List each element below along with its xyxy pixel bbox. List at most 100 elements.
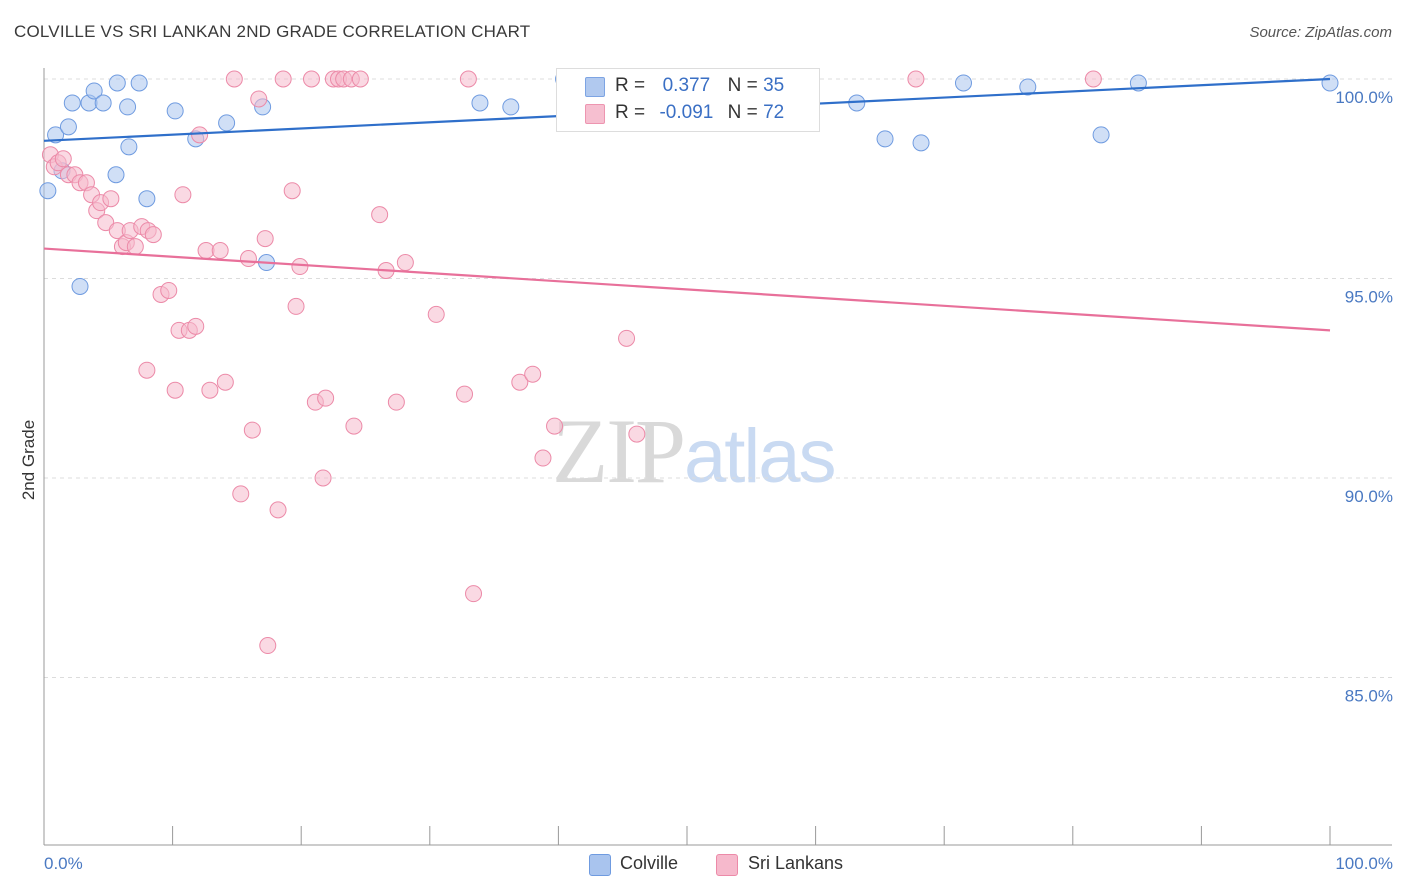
point-sri-lankans (54, 150, 72, 168)
point-sri-lankans (628, 425, 646, 443)
point-sri-lankans (387, 393, 405, 411)
point-colville (130, 74, 148, 92)
legend-label-sri-lankans: Sri Lankans (748, 853, 844, 873)
point-sri-lankans (138, 361, 156, 379)
point-colville (47, 126, 65, 144)
point-sri-lankans (317, 389, 335, 407)
point-sri-lankans (534, 449, 552, 467)
point-sri-lankans (191, 126, 209, 144)
point-sri-lankans (211, 242, 229, 260)
legend-swatch-colville (589, 854, 611, 876)
series-legend: Colville Sri Lankans (0, 852, 1406, 876)
legend-swatch-sri-lankans (716, 854, 738, 876)
point-sri-lankans (345, 417, 363, 435)
point-colville (166, 102, 184, 120)
point-sri-lankans (291, 258, 309, 276)
y-tick-label: 100.0% (1335, 88, 1393, 107)
point-sri-lankans (187, 317, 205, 335)
y-tick-label: 90.0% (1345, 487, 1393, 506)
point-sri-lankans (256, 230, 274, 248)
legend-r-value-colville: 0.377 (662, 75, 711, 96)
point-colville (94, 94, 112, 112)
point-colville (1092, 126, 1110, 144)
tick-labels: 100.0% 95.0% 90.0% 85.0% 0.0% 100.0% (44, 88, 1393, 873)
point-colville (39, 182, 57, 200)
legend-row-colville: R = 0.377 N = 35 (615, 75, 784, 97)
point-sri-lankans (166, 381, 184, 399)
axes (43, 68, 1392, 846)
point-sri-lankans (144, 226, 162, 244)
y-tick-label: 95.0% (1345, 287, 1393, 306)
point-sri-lankans (201, 381, 219, 399)
point-colville (85, 82, 103, 100)
point-sri-lankans (160, 281, 178, 299)
x-tick-label: 100.0% (1335, 854, 1393, 873)
point-colville (138, 190, 156, 208)
point-sri-lankans (287, 297, 305, 315)
point-colville (954, 74, 972, 92)
legend-swatch-sri-lankans (585, 104, 605, 124)
point-sri-lankans (371, 206, 389, 224)
point-colville (63, 94, 81, 112)
point-sri-lankans (269, 501, 287, 519)
point-colville (119, 98, 137, 116)
point-colville (502, 98, 520, 116)
source-label: Source: ZipAtlas.com (1249, 24, 1392, 41)
point-sri-lankans (546, 417, 564, 435)
point-sri-lankans (259, 637, 277, 655)
point-colville (107, 166, 125, 184)
point-sri-lankans (396, 254, 414, 272)
y-axis-label: 2nd Grade (19, 420, 38, 500)
point-sri-lankans (197, 242, 215, 260)
point-sri-lankans (174, 186, 192, 204)
point-sri-lankans (511, 373, 529, 391)
point-sri-lankans (225, 70, 243, 88)
legend-n-label: N = (727, 75, 758, 96)
point-sri-lankans (239, 250, 257, 268)
point-sri-lankans (283, 182, 301, 200)
correlation-legend: R = 0.377 N = 35 R = -0.091 N = 72 (556, 68, 820, 132)
point-sri-lankans (97, 214, 115, 232)
point-sri-lankans (102, 190, 120, 208)
gridlines (44, 78, 1392, 678)
legend-r-label: R = (615, 75, 646, 96)
point-sri-lankans (427, 305, 445, 323)
series-sri-lankans (41, 70, 1102, 655)
legend-r-label: R = (615, 102, 646, 123)
trend-line-sri-lankans (43, 247, 1331, 332)
legend-r-value-sri-lankans: -0.091 (659, 102, 714, 123)
point-sri-lankans (459, 70, 477, 88)
point-colville (120, 138, 138, 156)
point-colville (1019, 78, 1037, 96)
watermark-atlas: atlas (684, 414, 837, 499)
point-sri-lankans (302, 70, 320, 88)
point-colville (912, 134, 930, 152)
point-sri-lankans (351, 70, 369, 88)
point-sri-lankans (907, 70, 925, 88)
point-colville (218, 114, 236, 132)
point-sri-lankans (216, 373, 234, 391)
legend-n-value-colville: 35 (763, 75, 785, 96)
point-sri-lankans (314, 469, 332, 487)
point-sri-lankans (126, 238, 144, 256)
legend-swatch-colville (585, 77, 605, 97)
x-tick-label: 0.0% (44, 854, 83, 873)
point-colville (108, 74, 126, 92)
point-colville (471, 94, 489, 112)
point-sri-lankans (618, 329, 636, 347)
point-sri-lankans (1084, 70, 1102, 88)
point-colville (71, 277, 89, 295)
point-sri-lankans (456, 385, 474, 403)
legend-n-value-sri-lankans: 72 (763, 102, 785, 123)
point-colville (59, 118, 77, 136)
watermark-zip: ZIP (552, 400, 686, 502)
legend-n-label: N = (727, 102, 758, 123)
point-sri-lankans (274, 70, 292, 88)
point-sri-lankans (250, 90, 268, 108)
legend-label-colville: Colville (620, 853, 679, 873)
legend-row-sri-lankans: R = -0.091 N = 72 (615, 102, 784, 124)
point-sri-lankans (524, 365, 542, 383)
point-sri-lankans (232, 485, 250, 503)
chart-title: COLVILLE VS SRI LANKAN 2ND GRADE CORRELA… (14, 22, 531, 41)
